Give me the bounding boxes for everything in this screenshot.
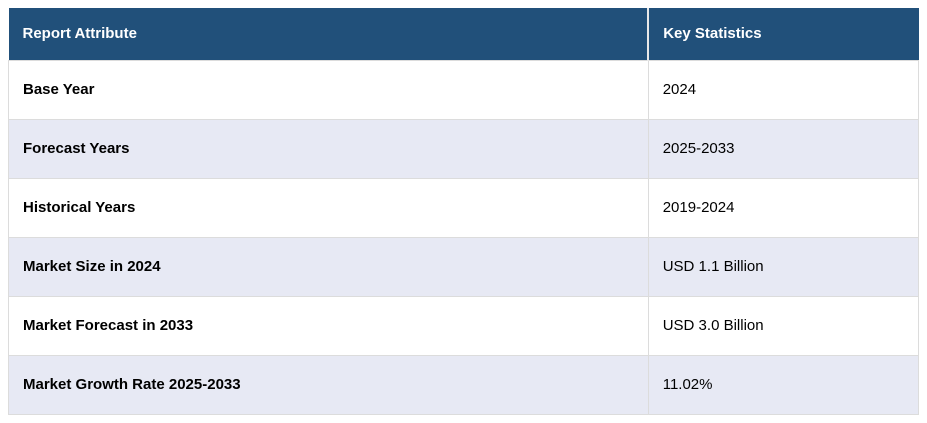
- attribute-cell: Base Year: [8, 59, 649, 120]
- attribute-cell: Historical Years: [8, 177, 649, 238]
- value-cell: 2019-2024: [647, 177, 920, 238]
- table-row: Market Size in 2024 USD 1.1 Billion: [8, 236, 920, 297]
- attribute-cell: Forecast Years: [8, 118, 649, 179]
- table-row: Historical Years 2019-2024: [8, 177, 920, 238]
- table-row: Market Forecast in 2033 USD 3.0 Billion: [8, 295, 920, 356]
- value-cell: USD 1.1 Billion: [647, 236, 920, 297]
- value-cell: 2024: [647, 59, 920, 120]
- attribute-cell: Market Growth Rate 2025-2033: [8, 354, 649, 415]
- value-cell: 11.02%: [647, 354, 920, 415]
- table-row: Base Year 2024: [8, 59, 920, 120]
- report-statistics-table: Report Attribute Key Statistics Base Yea…: [8, 8, 920, 415]
- table-row: Market Growth Rate 2025-2033 11.02%: [8, 354, 920, 415]
- value-cell: 2025-2033: [647, 118, 920, 179]
- table-body: Base Year 2024 Forecast Years 2025-2033 …: [8, 59, 920, 415]
- table-header: Report Attribute Key Statistics: [8, 8, 919, 60]
- column-header-report-attribute: Report Attribute: [8, 8, 650, 60]
- header-row: Report Attribute Key Statistics: [8, 8, 919, 60]
- value-cell: USD 3.0 Billion: [647, 295, 920, 356]
- table-row: Forecast Years 2025-2033: [8, 118, 920, 179]
- attribute-cell: Market Forecast in 2033: [8, 295, 649, 356]
- column-header-key-statistics: Key Statistics: [648, 8, 919, 60]
- attribute-cell: Market Size in 2024: [8, 236, 649, 297]
